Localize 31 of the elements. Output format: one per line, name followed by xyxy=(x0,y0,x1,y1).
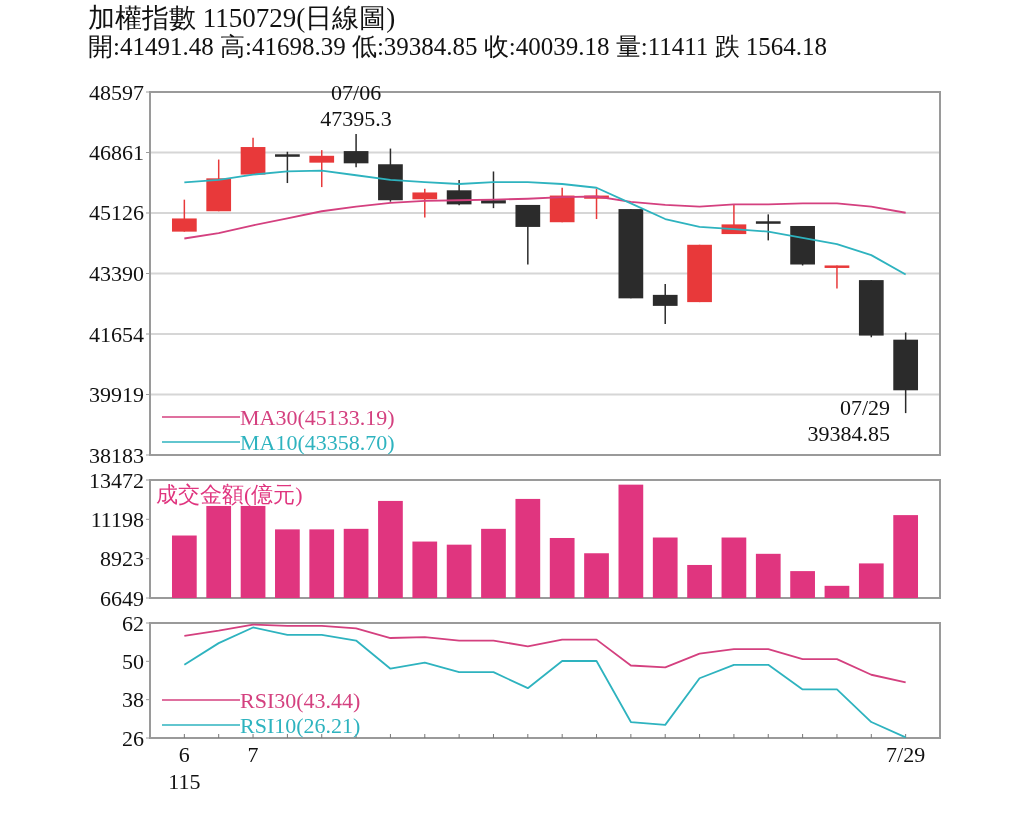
y-tick-label: 39919 xyxy=(89,381,144,407)
y-tick-label: 48597 xyxy=(89,79,144,105)
y-tick-label: 8923 xyxy=(100,546,144,572)
chart-title: 加權指數 1150729(日線圖) xyxy=(88,3,396,33)
y-tick-label: 38 xyxy=(122,687,144,713)
x-tick-label: 7 xyxy=(247,742,259,767)
y-tick-label: 43390 xyxy=(89,261,144,286)
annotation: 07/29 39384.85 xyxy=(807,395,890,446)
legend-label: MA10(43358.70) xyxy=(240,429,395,455)
x-tick-label: 6 115 xyxy=(168,742,201,794)
candlestick xyxy=(412,187,438,219)
candlestick xyxy=(755,213,781,242)
y-tick-label: 13472 xyxy=(89,467,144,493)
y-tick-label: 11198 xyxy=(90,506,144,532)
chart-subtitle: 開:41491.48 高:41698.39 低:39384.85 收:40039.18 量:11411 跌 1564.18 xyxy=(88,33,828,60)
y-tick-label: 62 xyxy=(122,610,144,636)
y-tick-label: 46861 xyxy=(89,140,144,166)
y-tick-label: 26 xyxy=(122,725,144,751)
y-tick-label: 45126 xyxy=(89,200,144,226)
legend-label: RSI30(43.44) xyxy=(240,687,361,713)
annotation: 07/06 47395.3 xyxy=(320,79,392,131)
y-tick-label: 6649 xyxy=(100,585,144,611)
candlestick xyxy=(309,149,335,188)
legend-label: RSI10(26.21) xyxy=(240,712,361,738)
y-tick-label: 38183 xyxy=(89,442,144,468)
x-tick-label: 7/29 xyxy=(886,742,926,767)
y-tick-label: 50 xyxy=(122,648,144,674)
y-axis-title: 成交金額(億元) xyxy=(156,482,303,507)
y-tick-label: 41654 xyxy=(89,321,144,347)
candlestick xyxy=(275,150,300,184)
legend-label: MA30(45133.19) xyxy=(240,404,395,430)
